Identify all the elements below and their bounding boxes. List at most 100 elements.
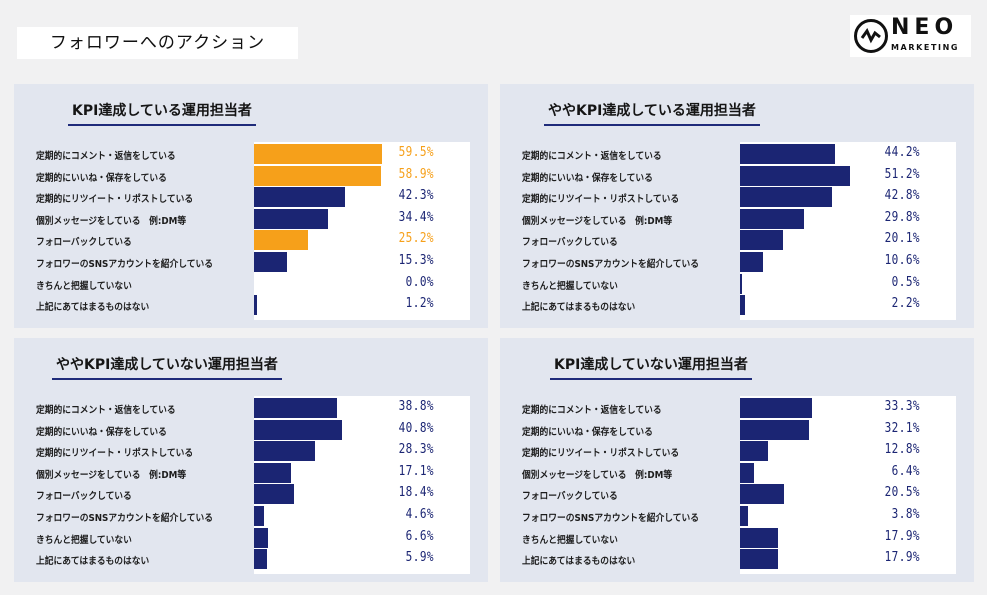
category-label: フォロワーのSNSアカウントを紹介している — [36, 259, 213, 270]
bar — [254, 527, 269, 548]
category-label: 定期的にいいね・保存をしている — [522, 426, 653, 438]
category-label: 定期的にいいね・保存をしている — [36, 426, 167, 438]
category-label: 定期的にコメント・返信をしている — [522, 151, 662, 162]
data-label: 58.9% — [398, 166, 434, 182]
bar — [254, 506, 264, 526]
bar — [740, 144, 836, 164]
bar — [254, 441, 315, 462]
bar — [740, 252, 763, 272]
data-label: 2.2% — [891, 296, 920, 312]
category-label: 定期的にリツイート・リポストしている — [522, 448, 680, 460]
category-label: 上記にあてはまるものはない — [36, 556, 150, 568]
bar — [740, 419, 809, 440]
data-label: 44.2% — [884, 145, 920, 160]
category-label: 個別メッセージをしている 例:DM等 — [36, 215, 187, 227]
data-label: 25.2% — [398, 231, 434, 247]
category-label: フォローバックしている — [522, 491, 618, 503]
chart-panel-somewhat-achieved: ややKPI達成している運用担当者 定期的にコメント・返信をしている 44.2% 定期… — [500, 84, 974, 328]
bar — [740, 230, 784, 251]
bar — [740, 506, 749, 526]
category-label: 定期的にリツイート・リポストしている — [36, 448, 194, 460]
category-label: フォローバックしている — [36, 491, 132, 503]
data-label: 33.3% — [884, 399, 920, 414]
category-label: 定期的にコメント・返信をしている — [522, 405, 662, 416]
data-label: 17.9% — [884, 550, 920, 566]
category-label: 個別メッセージをしている 例:DM等 — [522, 215, 673, 227]
bar — [254, 187, 345, 208]
category-label: 定期的にリツイート・リポストしている — [36, 194, 194, 206]
data-label: 1.2% — [405, 296, 434, 312]
bar — [740, 208, 805, 229]
category-label: きちんと把握していない — [522, 280, 618, 292]
data-label: 10.6% — [884, 253, 920, 268]
bar — [254, 484, 294, 505]
data-label: 12.8% — [884, 442, 920, 458]
data-label: 29.8% — [884, 209, 920, 225]
chart-title: KPI達成していない運用担当者 — [550, 354, 752, 380]
chart-panel-kpi-achieved: KPI達成している運用担当者 定期的にコメント・返信をしている 59.5% 定期的に… — [14, 84, 488, 328]
data-label: 20.5% — [884, 485, 920, 501]
category-label: 定期的にコメント・返信をしている — [36, 151, 176, 162]
category-label: フォロワーのSNSアカウントを紹介している — [522, 513, 699, 524]
category-label: きちんと把握していない — [36, 280, 132, 292]
category-label: 定期的にコメント・返信をしている — [36, 405, 176, 416]
bar — [740, 165, 851, 186]
category-label: きちんと把握していない — [36, 534, 132, 546]
bar — [254, 462, 291, 483]
chart-title: KPI達成している運用担当者 — [68, 100, 256, 126]
category-label: 個別メッセージをしている 例:DM等 — [522, 469, 673, 481]
category-label: フォロワーのSNSアカウントを紹介している — [522, 259, 699, 270]
data-label: 15.3% — [398, 253, 434, 268]
bar — [254, 549, 267, 570]
neo-marketing-logo: NEO MARKETING — [850, 15, 971, 57]
bar — [254, 144, 382, 164]
data-label: 40.8% — [398, 420, 434, 436]
category-label: きちんと把握していない — [522, 534, 618, 546]
logo-subtitle: MARKETING — [891, 43, 960, 52]
bar — [740, 484, 785, 505]
category-label: 上記にあてはまるものはない — [36, 302, 150, 314]
category-label: フォローバックしている — [36, 237, 132, 249]
bar — [254, 165, 381, 186]
data-label: 42.3% — [398, 188, 434, 204]
data-label: 34.4% — [398, 209, 434, 225]
bar — [254, 398, 338, 418]
category-label: フォロワーのSNSアカウントを紹介している — [36, 513, 213, 524]
chart-title: ややKPI達成していない運用担当者 — [52, 354, 282, 380]
bar — [740, 441, 768, 462]
category-label: フォローバックしている — [522, 237, 618, 249]
bar — [740, 398, 812, 418]
data-label: 20.1% — [884, 231, 920, 247]
bar — [254, 419, 342, 440]
bar — [740, 187, 833, 208]
data-label: 32.1% — [884, 420, 920, 436]
neo-logo-icon — [854, 19, 888, 53]
category-label: 定期的にいいね・保存をしている — [36, 172, 167, 184]
data-label: 28.3% — [398, 442, 434, 458]
chart-panel-not-achieved: KPI達成していない運用担当者 定期的にコメント・返信をしている 33.3% 定期的… — [500, 338, 974, 582]
page-title: フォロワーへのアクション — [17, 27, 298, 59]
data-label: 38.8% — [398, 399, 434, 414]
data-label: 4.6% — [405, 507, 434, 522]
category-label: 上記にあてはまるものはない — [522, 556, 636, 568]
chart-panel-somewhat-not-achieved: ややKPI達成していない運用担当者 定期的にコメント・返信をしている 38.8% 定… — [14, 338, 488, 582]
data-label: 51.2% — [884, 166, 920, 182]
data-label: 42.8% — [884, 188, 920, 204]
category-label: 定期的にリツイート・リポストしている — [522, 194, 680, 206]
bar — [254, 208, 328, 229]
bar — [740, 273, 742, 294]
data-label: 3.8% — [891, 507, 920, 522]
data-label: 6.6% — [405, 528, 434, 544]
chart-title: ややKPI達成している運用担当者 — [544, 100, 760, 126]
category-label: 定期的にいいね・保存をしている — [522, 172, 653, 184]
bar — [740, 462, 754, 483]
data-label: 6.4% — [891, 463, 920, 479]
bar — [740, 549, 779, 570]
category-label: 個別メッセージをしている 例:DM等 — [36, 469, 187, 481]
bar — [254, 252, 287, 272]
logo-wordmark: NEO — [891, 15, 959, 40]
data-label: 17.9% — [884, 528, 920, 544]
data-label: 0.0% — [405, 274, 434, 290]
category-label: 上記にあてはまるものはない — [522, 302, 636, 314]
bar — [740, 295, 745, 316]
